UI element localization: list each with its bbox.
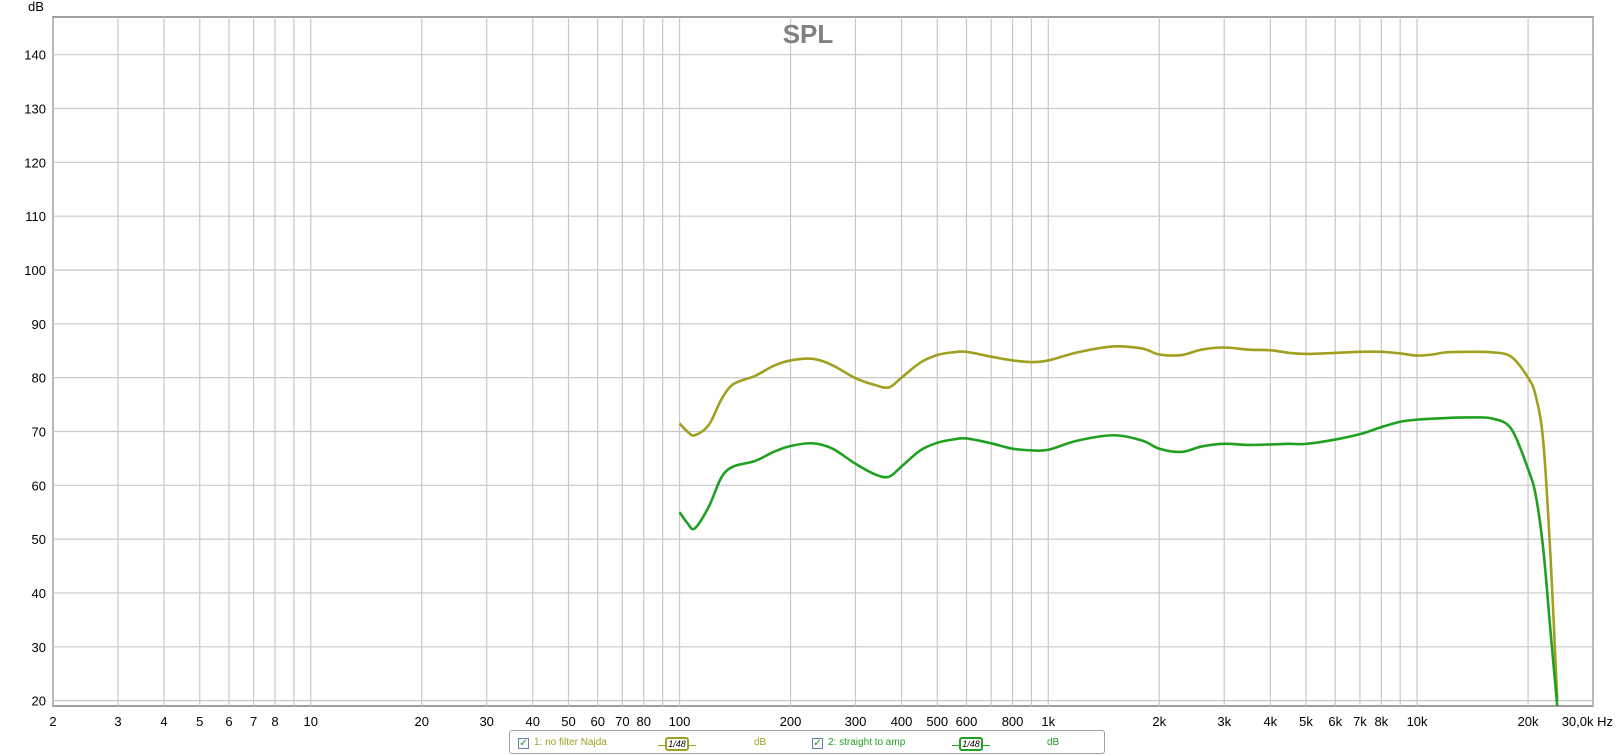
x-tick-label: 80 — [637, 714, 651, 729]
x-tick-label: 10k — [1407, 714, 1428, 729]
x-tick-label: 30 — [479, 714, 493, 729]
axis-labels: 20 30 40 50 60 70 80 90 100 110 120 130 140 2 3 4 5 6 7 8 10… — [24, 48, 1613, 729]
x-tick-label: 500 — [926, 714, 948, 729]
chart-title: SPL — [783, 19, 834, 49]
x-tick-label: 6k — [1328, 714, 1342, 729]
legend: ✓ 1: no filter Najda 1/48 dB ✓ 2: straig… — [509, 730, 1105, 754]
y-tick-label: 130 — [24, 102, 46, 117]
series-line-1 — [678, 344, 1559, 701]
y-tick-label: 120 — [24, 155, 46, 170]
x-tick-label: 3k — [1217, 714, 1231, 729]
x-tick-label: 8k — [1374, 714, 1388, 729]
x-tick-label: 300 — [845, 714, 867, 729]
x-tick-label: 4 — [160, 714, 167, 729]
legend-dash-left-1 — [658, 745, 665, 746]
y-tick-label: 20 — [32, 694, 46, 709]
legend-dash-right-2 — [983, 745, 990, 746]
x-tick-label: 400 — [891, 714, 913, 729]
x-tick-label: 200 — [780, 714, 802, 729]
legend-smoothing-1[interactable]: 1/48 — [665, 737, 689, 751]
y-tick-label: 140 — [24, 48, 46, 63]
legend-smoothing-2[interactable]: 1/48 — [959, 737, 983, 751]
x-tick-label: 8 — [271, 714, 278, 729]
legend-unit-1: dB — [754, 737, 767, 748]
y-tick-label: 40 — [32, 586, 46, 601]
legend-dash-right-1 — [689, 745, 696, 746]
x-tick-label: 100 — [669, 714, 691, 729]
x-tick-label: 10 — [304, 714, 318, 729]
x-tick-label: 40 — [526, 714, 540, 729]
y-tick-label: 100 — [24, 263, 46, 278]
x-tick-label: 60 — [590, 714, 604, 729]
series-line-2 — [678, 416, 1559, 706]
legend-dash-left-2 — [952, 745, 959, 746]
x-tick-label: 4k — [1263, 714, 1277, 729]
x-tick-label: 20 — [415, 714, 429, 729]
legend-item-2[interactable]: ✓ 2: straight to amp 1/48 dB — [812, 735, 1092, 751]
x-tick-label: 600 — [956, 714, 978, 729]
x-tick-label: 7 — [250, 714, 257, 729]
x-tick-label: 1k — [1041, 714, 1055, 729]
legend-label-1: 1: no filter Najda — [534, 737, 607, 748]
x-tick-label: 70 — [615, 714, 629, 729]
series-layer — [678, 344, 1559, 706]
y-tick-label: 30 — [32, 640, 46, 655]
x-tick-label: 7k — [1353, 714, 1367, 729]
y-tick-label: 60 — [32, 478, 46, 493]
x-tick-label: 5k — [1299, 714, 1313, 729]
x-tick-label: 800 — [1002, 714, 1024, 729]
legend-unit-2: dB — [1047, 737, 1060, 748]
x-tick-label: 2k — [1152, 714, 1166, 729]
y-tick-label: 80 — [32, 371, 46, 386]
x-end-label: 30,0k Hz — [1562, 714, 1613, 729]
legend-item-1[interactable]: ✓ 1: no filter Najda 1/48 dB — [518, 735, 798, 751]
y-tick-label: 50 — [32, 532, 46, 547]
y-tick-label: 90 — [32, 317, 46, 332]
x-tick-label: 3 — [114, 714, 121, 729]
x-tick-label: 5 — [196, 714, 203, 729]
x-tick-label: 6 — [225, 714, 232, 729]
legend-checkbox-1[interactable]: ✓ — [518, 738, 529, 749]
x-tick-label: 2 — [49, 714, 56, 729]
grid — [52, 17, 1594, 706]
y-tick-label: 70 — [32, 424, 46, 439]
y-tick-label: 110 — [25, 209, 46, 224]
x-tick-label: 50 — [561, 714, 575, 729]
y-axis-label: dB — [28, 0, 44, 14]
legend-checkbox-2[interactable]: ✓ — [812, 738, 823, 749]
legend-label-2: 2: straight to amp — [828, 737, 906, 748]
x-tick-label: 20k — [1518, 714, 1539, 729]
